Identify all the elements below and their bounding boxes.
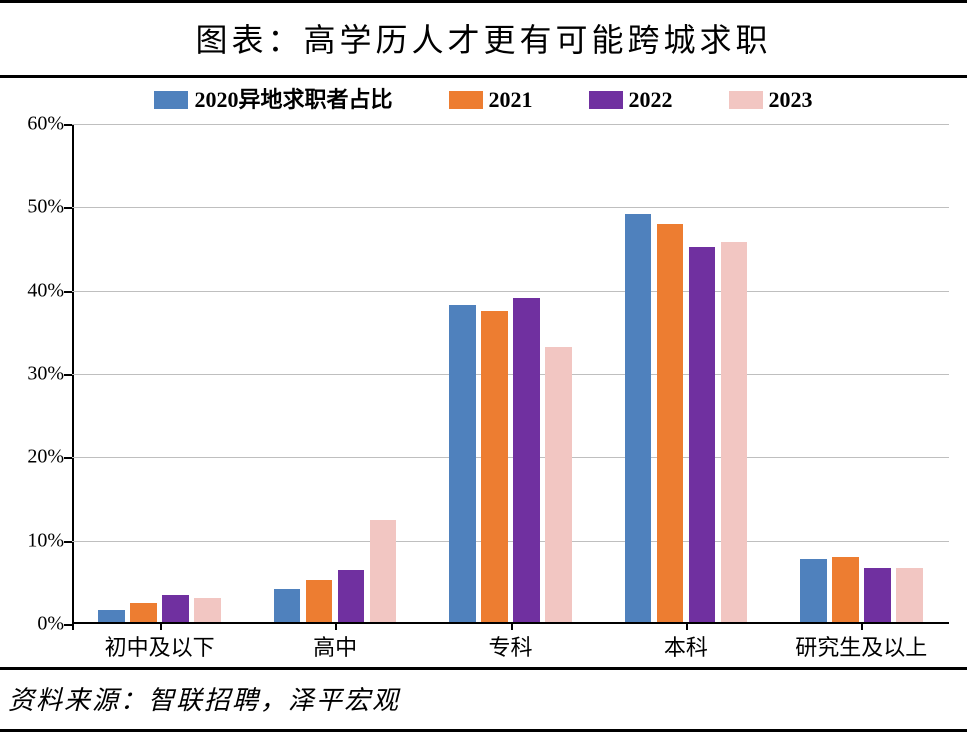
bar [306,580,333,622]
legend-item: 2023 [729,87,813,113]
bar [545,347,572,622]
bar [449,305,476,622]
legend-swatch [154,91,188,109]
plot-wrap: 2020异地求职者占比 2021 2022 2023 0%10%20%30%40%50… [0,76,967,664]
bar [800,559,827,622]
xtick-mark [335,622,337,630]
legend: 2020异地求职者占比 2021 2022 2023 [0,82,967,114]
legend-label: 2021 [489,87,533,112]
ytick-mark [64,624,72,626]
legend-label: 2022 [629,87,673,112]
figure: 图表：高学历人才更有可能跨城求职 2020异地求职者占比 2021 2022 2023… [0,0,967,732]
gridline [72,124,949,125]
bar [657,224,684,622]
bar [194,598,221,622]
legend-swatch [589,91,623,109]
bar [162,595,189,623]
bar [481,311,508,622]
ytick-mark [64,207,72,209]
legend-swatch [729,91,763,109]
bar [513,298,540,622]
bar [721,242,748,622]
bar [896,568,923,622]
legend-label: 2023 [769,87,813,112]
chart-title: 图表：高学历人才更有可能跨城求职 [0,0,967,78]
source-label: 资料来源：智联招聘，泽平宏观 [0,667,967,732]
ytick-mark [64,374,72,376]
legend-swatch [449,91,483,109]
ytick-mark [64,291,72,293]
legend-label: 2020异地求职者占比 [194,87,392,112]
gridline [72,541,949,542]
gridline [72,291,949,292]
bar [98,610,125,623]
xtick-mark [686,622,688,630]
bar [274,589,301,622]
bar [130,603,157,622]
gridline [72,374,949,375]
bar [864,568,891,622]
bar [370,520,397,622]
legend-item: 2022 [589,87,673,113]
gridline [72,457,949,458]
bar [832,557,859,622]
plot-area: 0%10%20%30%40%50%60%初中及以下高中专科本科研究生及以上 [72,124,949,624]
xtick-mark [160,622,162,630]
y-axis [72,124,74,622]
ytick-mark [64,124,72,126]
ytick-mark [64,457,72,459]
bar [625,214,652,622]
bar [689,247,716,622]
xtick-mark [511,622,513,630]
xtick-mark [72,622,74,630]
legend-item: 2021 [449,87,533,113]
ytick-mark [64,541,72,543]
bar [338,570,365,623]
xtick-mark [861,622,863,630]
gridline [72,207,949,208]
legend-item: 2020异地求职者占比 [154,82,392,114]
